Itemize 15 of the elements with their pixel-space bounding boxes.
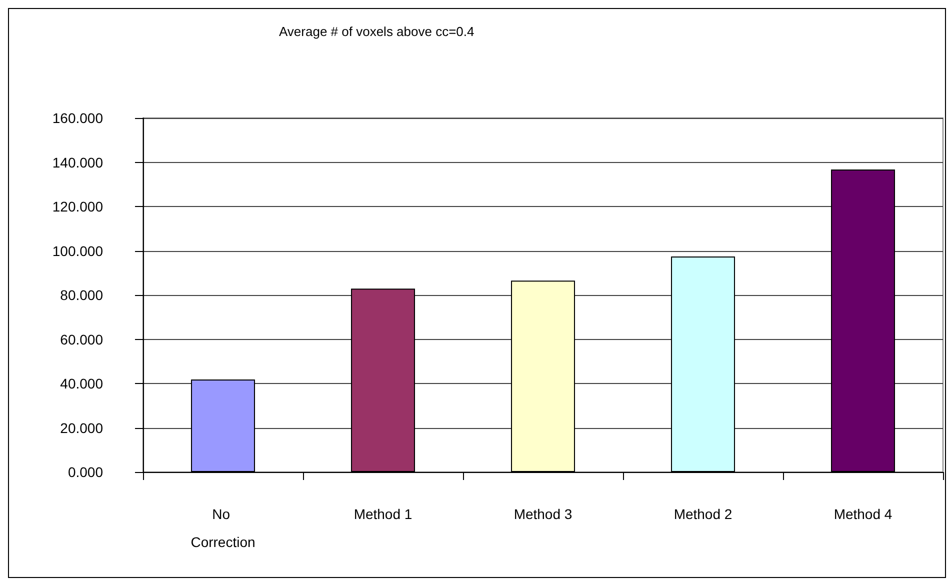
y-tick-label: 0.000 bbox=[68, 464, 104, 480]
x-tick-label: No Correction bbox=[190, 506, 256, 550]
y-tick-label: 40.000 bbox=[60, 376, 104, 392]
y-tick-label: 80.000 bbox=[60, 287, 104, 303]
y-tick-label: 20.000 bbox=[60, 420, 104, 436]
y-tick-label: 60.000 bbox=[60, 331, 104, 348]
x-tick-label: Method 3 bbox=[514, 506, 572, 522]
x-tick-label: Method 2 bbox=[674, 506, 732, 522]
y-tick-label: 100.000 bbox=[52, 242, 104, 259]
y-tick-label: 140.000 bbox=[52, 154, 104, 170]
y-tick-label: 120.000 bbox=[52, 198, 104, 214]
x-tick-label: Method 1 bbox=[354, 506, 412, 522]
chart-title: Average # of voxels above cc=0.4 bbox=[279, 24, 474, 39]
y-tick-label: 160.000 bbox=[52, 110, 104, 126]
x-tick-label: Method 4 bbox=[834, 506, 892, 522]
